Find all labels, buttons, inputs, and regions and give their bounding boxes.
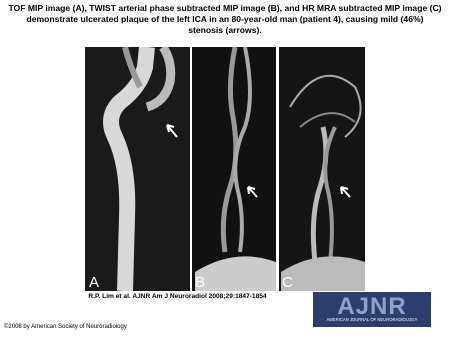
logo-name: AJNR: [337, 293, 407, 320]
panel-label: C: [282, 274, 293, 291]
panel-label: A: [89, 274, 99, 291]
logo-subtitle: AMERICAN JOURNAL OF NEURORADIOLOGY: [326, 317, 418, 322]
copyright: ©2008 by American Society of Neuroradiol…: [4, 324, 127, 330]
panel-b: B: [192, 47, 276, 291]
citation: R.P. Lim et al. AJNR Am J Neuroradiol 20…: [88, 293, 267, 300]
journal-logo: AJNR AMERICAN JOURNAL OF NEURORADIOLOGY: [313, 292, 431, 327]
figure-panels: A B C: [85, 47, 365, 291]
panel-c: C: [279, 47, 365, 291]
panel-label: B: [195, 274, 205, 291]
panel-a: A: [85, 47, 190, 291]
figure-caption: TOF MIP image (A), TWIST arterial phase …: [8, 3, 442, 35]
